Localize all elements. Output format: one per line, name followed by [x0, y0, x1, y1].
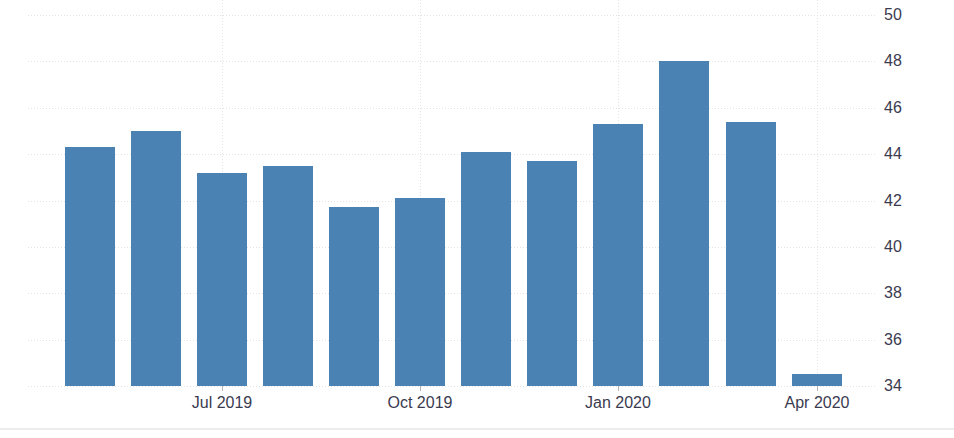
- x-axis-tick-mark: [618, 386, 619, 391]
- page-bottom-border: [0, 428, 954, 430]
- x-axis-tick-label: Apr 2020: [747, 394, 887, 412]
- x-axis-tick-mark: [420, 386, 421, 391]
- bar: [527, 161, 577, 386]
- y-axis-tick-label: 46: [884, 97, 902, 119]
- x-axis-tick-label: Jan 2020: [548, 394, 688, 412]
- y-gridline: [28, 108, 876, 109]
- x-gridline: [817, 0, 818, 386]
- bar: [329, 207, 379, 386]
- y-gridline: [28, 61, 876, 62]
- y-axis-tick-label: 40: [884, 236, 902, 258]
- x-axis-tick-mark: [222, 386, 223, 391]
- y-axis-tick-label: 42: [884, 190, 902, 212]
- bar: [659, 61, 709, 386]
- y-axis-tick-label: 48: [884, 50, 902, 72]
- bar: [461, 152, 511, 386]
- bar: [726, 122, 776, 386]
- y-axis-tick-label: 50: [884, 4, 902, 26]
- bar: [197, 173, 247, 386]
- y-axis-tick-label: 44: [884, 143, 902, 165]
- y-gridline: [28, 15, 876, 16]
- y-gridline: [28, 386, 876, 387]
- y-axis-tick-label: 36: [884, 329, 902, 351]
- x-axis-tick-mark: [817, 386, 818, 391]
- y-axis-tick-label: 38: [884, 282, 902, 304]
- bar: [131, 131, 181, 386]
- bar: [792, 374, 842, 386]
- bar: [263, 166, 313, 386]
- bar: [65, 147, 115, 386]
- x-axis-tick-label: Oct 2019: [350, 394, 490, 412]
- bar-chart: 504846444240383634 Jul 2019Oct 2019Jan 2…: [0, 0, 954, 438]
- bar: [395, 198, 445, 386]
- bar: [593, 124, 643, 386]
- x-axis-tick-label: Jul 2019: [152, 394, 292, 412]
